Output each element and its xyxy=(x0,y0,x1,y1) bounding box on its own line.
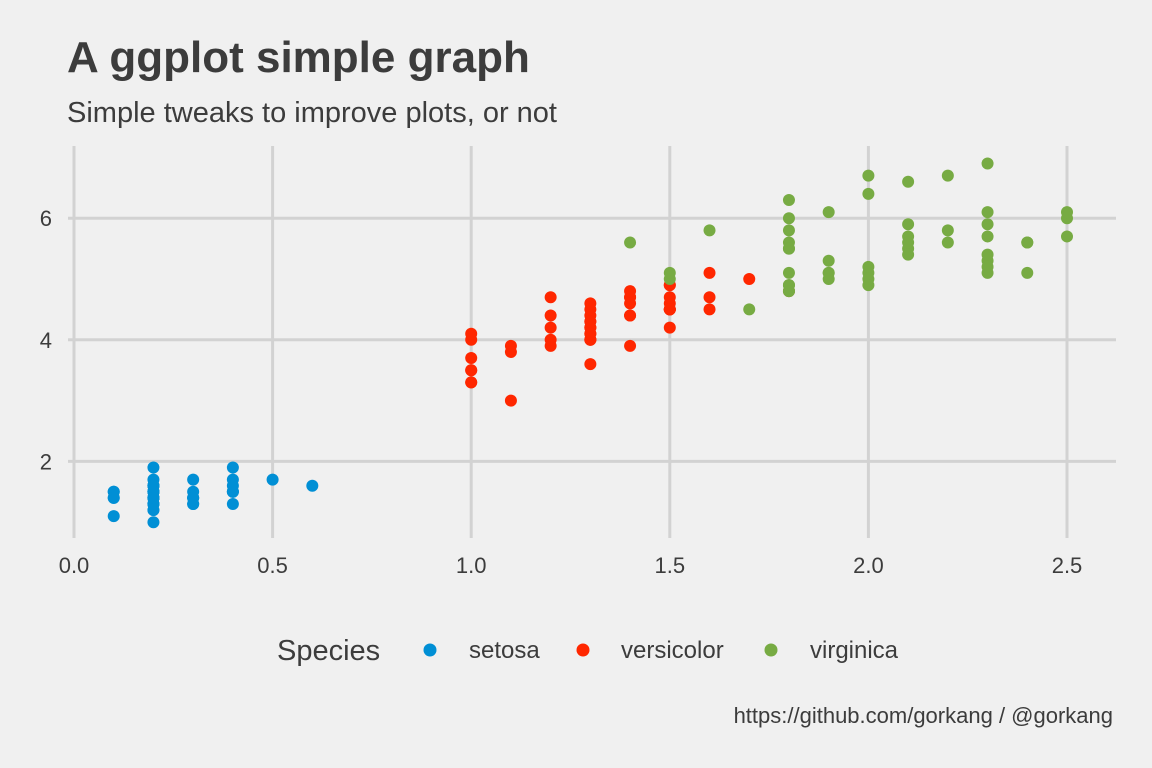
data-point-virginica xyxy=(902,175,915,188)
data-point-versicolor xyxy=(624,339,637,352)
data-point-virginica xyxy=(782,242,795,255)
chart-subtitle: Simple tweaks to improve plots, or not xyxy=(67,97,557,129)
data-points xyxy=(107,157,1073,529)
data-point-versicolor xyxy=(584,315,597,328)
legend-key-versicolor xyxy=(576,643,590,657)
data-point-setosa xyxy=(306,479,319,492)
x-tick-label: 0.0 xyxy=(59,553,90,578)
data-point-versicolor xyxy=(663,321,676,334)
legend-key-setosa xyxy=(423,643,437,657)
data-point-setosa xyxy=(147,516,160,529)
data-point-setosa xyxy=(266,473,279,486)
data-point-versicolor xyxy=(584,297,597,310)
data-point-virginica xyxy=(624,236,637,249)
data-point-versicolor xyxy=(584,327,597,340)
data-point-versicolor xyxy=(663,291,676,304)
data-point-virginica xyxy=(1021,236,1034,249)
data-point-versicolor xyxy=(544,309,557,322)
data-point-virginica xyxy=(822,206,835,219)
data-point-versicolor xyxy=(544,321,557,334)
data-point-setosa xyxy=(187,491,200,504)
data-point-virginica xyxy=(981,218,994,231)
data-point-versicolor xyxy=(465,364,478,377)
y-axis-tick-labels: 2 4 6 xyxy=(40,206,52,474)
data-point-virginica xyxy=(782,285,795,298)
data-point-virginica xyxy=(981,157,994,170)
data-point-virginica xyxy=(981,230,994,243)
data-point-versicolor xyxy=(544,291,557,304)
data-point-versicolor xyxy=(624,309,637,322)
legend-title: Species xyxy=(277,635,380,667)
data-point-versicolor xyxy=(465,376,478,389)
x-tick-label: 1.5 xyxy=(655,553,686,578)
data-point-virginica xyxy=(822,254,835,267)
data-point-versicolor xyxy=(703,291,716,304)
data-point-virginica xyxy=(981,206,994,219)
data-point-versicolor xyxy=(703,303,716,316)
data-point-virginica xyxy=(902,236,915,249)
y-tick-label: 4 xyxy=(40,328,52,353)
data-point-versicolor xyxy=(624,285,637,298)
data-point-virginica xyxy=(981,260,994,273)
x-tick-label: 1.0 xyxy=(456,553,487,578)
data-point-versicolor xyxy=(743,273,756,285)
data-point-virginica xyxy=(1061,206,1073,219)
data-point-setosa xyxy=(187,473,200,486)
data-point-virginica xyxy=(782,193,795,206)
chart-title: A ggplot simple graph xyxy=(67,33,530,82)
x-tick-label: 0.5 xyxy=(257,553,288,578)
data-point-virginica xyxy=(941,236,954,249)
data-point-virginica xyxy=(862,279,875,292)
data-point-virginica xyxy=(703,224,716,237)
data-point-virginica xyxy=(782,212,795,225)
data-point-virginica xyxy=(663,266,676,279)
data-point-setosa xyxy=(226,497,239,510)
x-tick-label: 2.5 xyxy=(1052,553,1083,578)
data-point-virginica xyxy=(941,169,954,182)
data-point-virginica xyxy=(981,248,994,261)
data-point-virginica xyxy=(902,248,915,261)
x-tick-label: 2.0 xyxy=(853,553,884,578)
data-point-setosa xyxy=(226,461,239,474)
data-point-virginica xyxy=(1021,266,1034,279)
legend: Species setosa versicolor virginica xyxy=(277,635,899,667)
legend-label-setosa: setosa xyxy=(469,637,540,664)
data-point-versicolor xyxy=(504,345,517,358)
y-tick-label: 2 xyxy=(40,449,52,474)
data-point-virginica xyxy=(782,266,795,279)
data-point-versicolor xyxy=(624,297,637,310)
data-point-virginica xyxy=(782,224,795,237)
data-point-versicolor xyxy=(544,333,557,346)
legend-label-versicolor: versicolor xyxy=(621,637,724,664)
data-point-virginica xyxy=(822,273,835,285)
data-point-versicolor xyxy=(584,358,597,371)
data-point-setosa xyxy=(107,510,120,523)
data-point-setosa xyxy=(226,485,239,498)
x-axis-tick-labels: 0.0 0.5 1.0 1.5 2.0 2.5 xyxy=(59,553,1083,578)
data-point-virginica xyxy=(862,260,875,273)
data-point-virginica xyxy=(902,218,915,231)
data-point-setosa xyxy=(147,491,160,504)
data-point-versicolor xyxy=(465,352,478,365)
y-tick-label: 6 xyxy=(40,206,52,231)
legend-label-virginica: virginica xyxy=(810,637,899,664)
data-point-virginica xyxy=(743,303,756,316)
data-point-setosa xyxy=(107,491,120,504)
data-point-virginica xyxy=(862,169,875,182)
legend-key-virginica xyxy=(764,643,778,657)
data-point-virginica xyxy=(862,187,875,200)
data-point-virginica xyxy=(1061,230,1073,243)
data-point-versicolor xyxy=(663,303,676,316)
data-point-virginica xyxy=(941,224,954,237)
legend-items: setosa versicolor virginica xyxy=(423,637,899,664)
data-point-versicolor xyxy=(703,266,716,279)
data-point-versicolor xyxy=(504,394,517,407)
data-point-setosa xyxy=(147,461,160,474)
chart-caption: https://github.com/gorkang / @gorkang xyxy=(734,703,1113,728)
data-point-versicolor xyxy=(465,327,478,340)
